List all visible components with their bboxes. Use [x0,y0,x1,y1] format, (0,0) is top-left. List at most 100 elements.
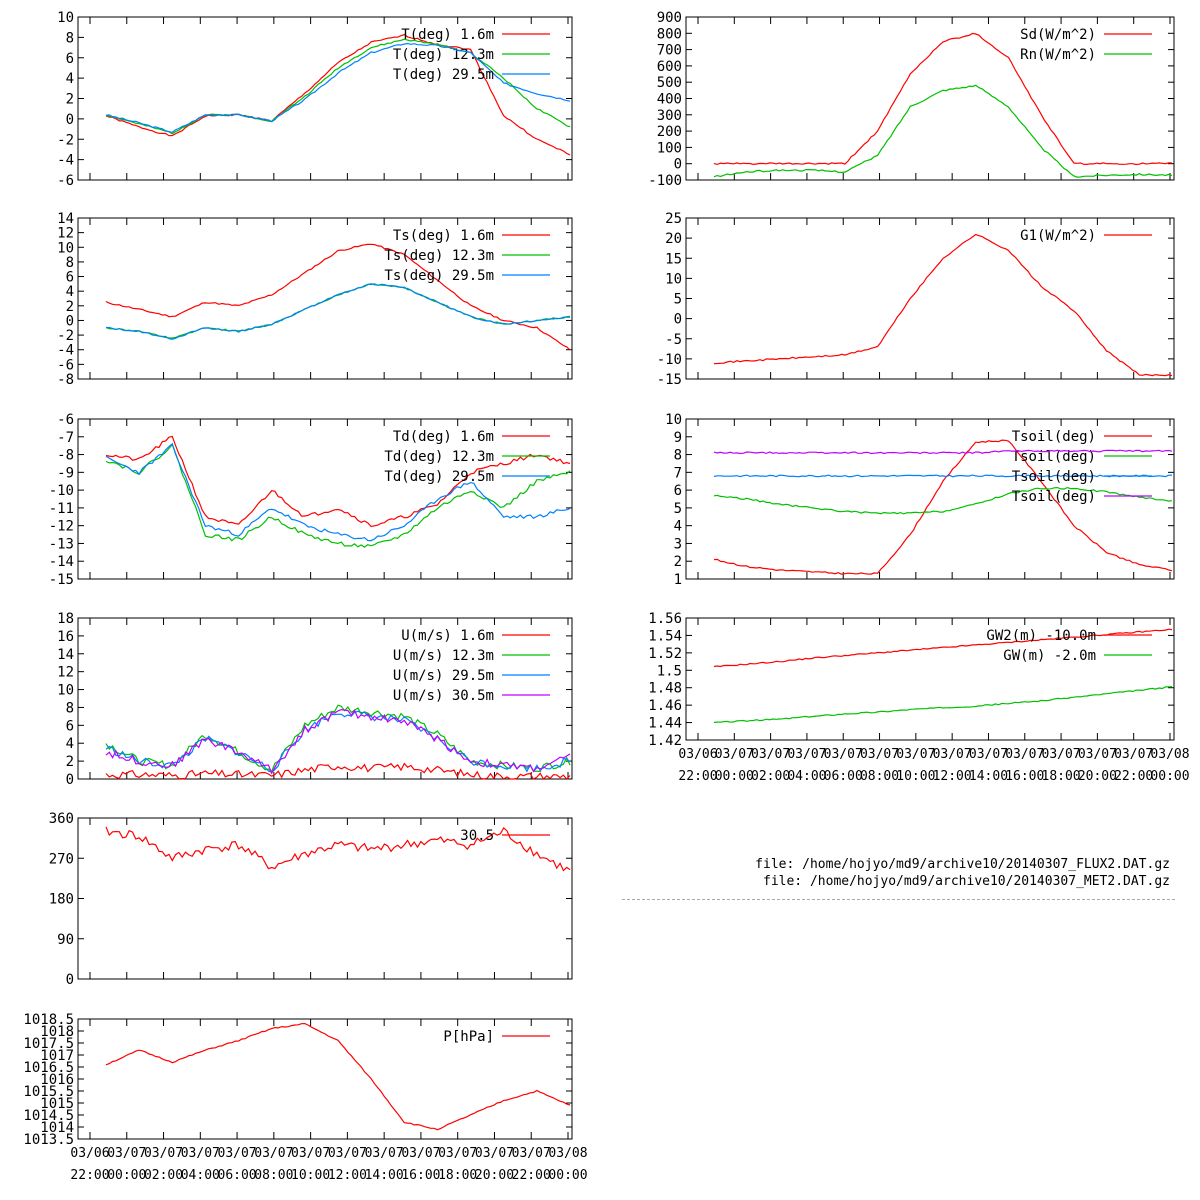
x-tick-time: 22:00 [70,1168,109,1183]
series-line [713,449,1173,455]
x-tick-time: 10:00 [896,769,935,784]
legend-label: Td(deg) 29.5m [384,469,494,485]
separator-line [622,899,1175,900]
y-tick-label: -5 [665,332,682,348]
y-tick-label: 3 [674,536,682,552]
y-tick-label: 1.44 [648,716,682,732]
x-tick-date: 03/07 [254,1146,293,1161]
series-line [713,439,1173,575]
x-tick-time: 16:00 [401,1168,440,1183]
chart-g1: 25 20 15 10 5 0 -5 -10 -15 G1(W/m^2) [657,211,1175,388]
y-tick-label: 10 [57,240,74,256]
plot-frame [77,1018,573,1140]
legend-label: U(m/s) 1.6m [401,628,494,644]
series-line [713,628,1173,668]
legend-label: U(m/s) 29.5m [393,668,494,684]
plot-frame [685,16,1175,181]
chart-pres: 1018.510181017.510171016.510161015.51015… [23,1012,587,1183]
plot-frame [77,16,573,181]
x-tick-time: 16:00 [1005,769,1044,784]
y-tick-label: -100 [648,173,682,189]
x-tick-time: 02:00 [144,1168,183,1183]
series-line [105,283,571,339]
legend-label: Td(deg) 1.6m [393,429,494,445]
y-tick-label: 2 [674,554,682,570]
y-tick-label: 900 [657,10,682,26]
y-tick-label: 0 [66,772,74,788]
plot-frame [77,418,573,580]
y-tick-label: 2 [66,754,74,770]
y-tick-label: 15 [665,251,682,267]
y-tick-label: 10 [665,271,682,287]
x-tick-date: 03/08 [548,1146,587,1161]
x-tick-time: 22:00 [678,769,717,784]
x-tick-time: 12:00 [328,1168,367,1183]
y-tick-label: 90 [57,932,74,948]
y-tick-label: -6 [57,412,74,428]
y-tick-label: 1.56 [648,611,682,627]
y-tick-label: -4 [57,343,74,359]
x-tick-date: 03/06 [678,747,717,762]
y-tick-label: 2 [66,92,74,108]
y-tick-label: -2 [57,328,74,344]
y-tick-label: 4 [674,519,682,535]
legend-label: Sd(W/m^2) [1020,27,1096,43]
x-tick-time: 22:00 [512,1168,551,1183]
y-tick-label: 14 [57,211,74,227]
y-tick-label: 10 [665,412,682,428]
y-tick-label: 16 [57,629,74,645]
y-tick-label: 1.48 [648,681,682,697]
x-tick-time: 18:00 [1042,769,1081,784]
y-tick-label: 360 [49,811,74,827]
x-tick-date: 03/07 [1078,747,1117,762]
y-tick-label: 9 [674,430,682,446]
y-tick-label: 6 [66,51,74,67]
y-tick-label: 6 [66,270,74,286]
y-tick-label: -13 [49,536,74,552]
legend-label: Tsoil(deg) [1012,489,1096,505]
x-tick-time: 20:00 [1078,769,1117,784]
legend-label: 30.5 [460,828,494,844]
y-tick-label: 270 [49,851,74,867]
x-tick-time: 00:00 [548,1168,587,1183]
y-tick-label: 8 [66,700,74,716]
x-tick-date: 03/07 [860,747,899,762]
legend-label: Tsoil(deg) [1012,449,1096,465]
plot-frame [685,617,1175,741]
x-tick-date: 03/07 [438,1146,477,1161]
y-tick-label: 6 [674,483,682,499]
series-line [713,486,1173,515]
y-tick-label: 300 [657,108,682,124]
y-tick-label: 10 [57,683,74,699]
x-tick-time: 08:00 [860,769,899,784]
legend-label: Ts(deg) 29.5m [384,268,494,284]
legend-label: Tsoil(deg) [1012,469,1096,485]
y-tick-label: 10 [57,10,74,26]
y-tick-label: 5 [674,292,682,308]
y-tick-label: 4 [66,284,74,300]
x-tick-date: 03/07 [181,1146,220,1161]
y-tick-label: 0 [674,157,682,173]
chart-temp: 10 8 6 4 2 0 -2 -4 -6 T(deg) 1.6m T(deg) 12.3m T(de… [57,10,573,189]
y-tick-label: 1014 [40,1120,74,1136]
x-tick-date: 03/07 [107,1146,146,1161]
file-path-met: file: /home/hojyo/md9/archive10/20140307… [763,874,1170,889]
y-tick-label: 800 [657,26,682,42]
x-tick-date: 03/07 [512,1146,551,1161]
y-tick-label: 1017 [40,1048,74,1064]
series-line [105,443,571,548]
y-tick-label: 4 [66,736,74,752]
y-tick-label: 400 [657,92,682,108]
x-tick-date: 03/07 [787,747,826,762]
y-tick-label: 180 [49,892,74,908]
y-tick-label: 0 [674,312,682,328]
legend-label: Ts(deg) 1.6m [393,228,494,244]
y-tick-label: -11 [49,501,74,517]
y-tick-label: 1015 [40,1096,74,1112]
y-tick-label: 5 [674,501,682,517]
x-tick-time: 18:00 [438,1168,477,1183]
y-tick-label: 8 [66,30,74,46]
x-tick-time: 22:00 [1114,769,1153,784]
series-line [105,1022,571,1131]
